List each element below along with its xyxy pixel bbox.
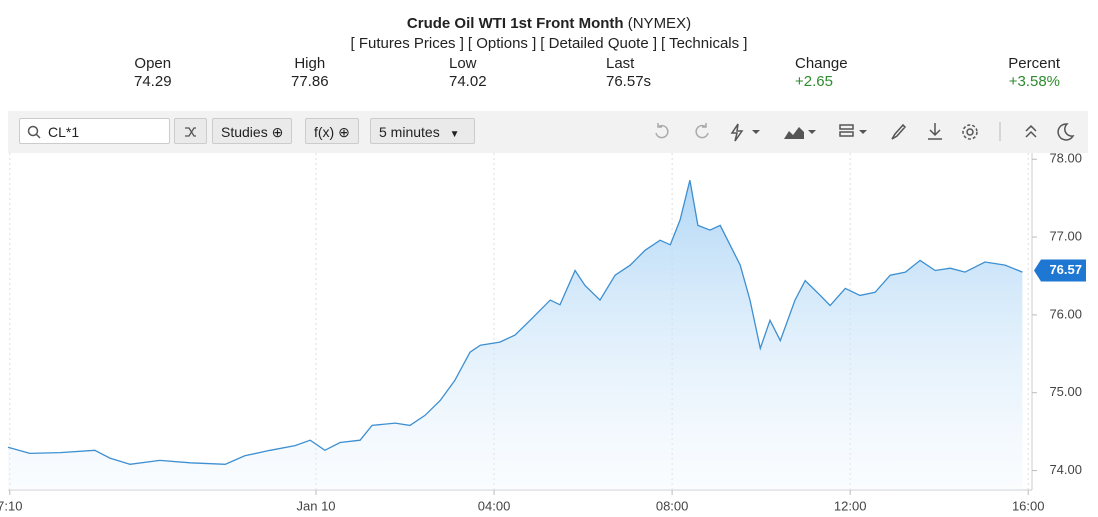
toolbar: CL*1 Studies ⊕ f(x) ⊕ 5 minutes ▼: [8, 111, 1088, 153]
label: Last: [606, 55, 635, 72]
symbol-input[interactable]: CL*1: [19, 118, 170, 144]
fx-button[interactable]: f(x) ⊕: [305, 118, 359, 144]
label: Change: [795, 55, 848, 72]
price-line: [7, 180, 1023, 465]
y-tick-label: 77.00: [1049, 228, 1082, 243]
title: Crude Oil WTI 1st Front Month (NYMEX): [0, 15, 1098, 32]
x-tick-label: Jan 10: [297, 498, 336, 513]
y-tick-label: 76.00: [1049, 306, 1082, 321]
link[interactable]: [ Technicals ]: [661, 35, 748, 52]
quote: Open 74.29: [134, 55, 172, 91]
y-tick-label: 75.00: [1049, 384, 1082, 399]
last-price-tag: [1034, 259, 1086, 282]
links: [ Futures Prices ][ Options ][ Detailed …: [0, 35, 1098, 52]
area: [8, 180, 1023, 490]
x-tick-label: 08:00: [656, 498, 689, 513]
link[interactable]: [ Detailed Quote ]: [540, 35, 658, 52]
label: High: [294, 55, 326, 72]
value: 76.57s: [606, 73, 652, 90]
value: +3.58%: [1008, 73, 1060, 90]
title-main: Crude Oil WTI 1st Front Month: [406, 15, 624, 32]
quote: Last 76.57s: [606, 55, 651, 91]
exchange: (NYMEX): [627, 15, 692, 32]
quote: Low 74.02: [449, 55, 487, 91]
value: 74.29: [134, 73, 172, 90]
toolbar-icons[interactable]: [648, 119, 1078, 145]
studies-button[interactable]: Studies ⊕: [212, 118, 293, 144]
interval-button[interactable]: 5 minutes ▼: [370, 118, 475, 144]
last-price-label: 76.57: [1049, 262, 1082, 277]
link[interactable]: [ Options ]: [467, 35, 537, 52]
x-tick-label: 7:10: [0, 498, 22, 513]
x-tick-label: 16:00: [1012, 498, 1045, 513]
label: Percent: [1008, 55, 1060, 72]
value: 74.02: [449, 73, 487, 90]
icon: [185, 127, 196, 137]
label: 5 minutes: [379, 124, 440, 140]
x-tick-label: 04:00: [478, 498, 511, 513]
label: Studies: [221, 124, 268, 140]
quote: Change +2.65: [795, 55, 848, 91]
value: +2.65: [795, 73, 833, 90]
label: Low: [449, 55, 477, 72]
value: 77.86: [291, 73, 329, 90]
label: Open: [134, 55, 172, 72]
label: f(x): [314, 124, 335, 140]
x-tick-label: 12:00: [834, 498, 867, 513]
link[interactable]: [ Futures Prices ]: [350, 35, 464, 52]
symbol: CL*1: [48, 124, 80, 140]
y-tick-label: 74.00: [1049, 462, 1082, 477]
search-icon: [27, 125, 41, 139]
compare-button[interactable]: [174, 118, 207, 144]
quote: Percent +3.58%: [1008, 55, 1060, 91]
quote: High 77.86: [291, 55, 329, 91]
